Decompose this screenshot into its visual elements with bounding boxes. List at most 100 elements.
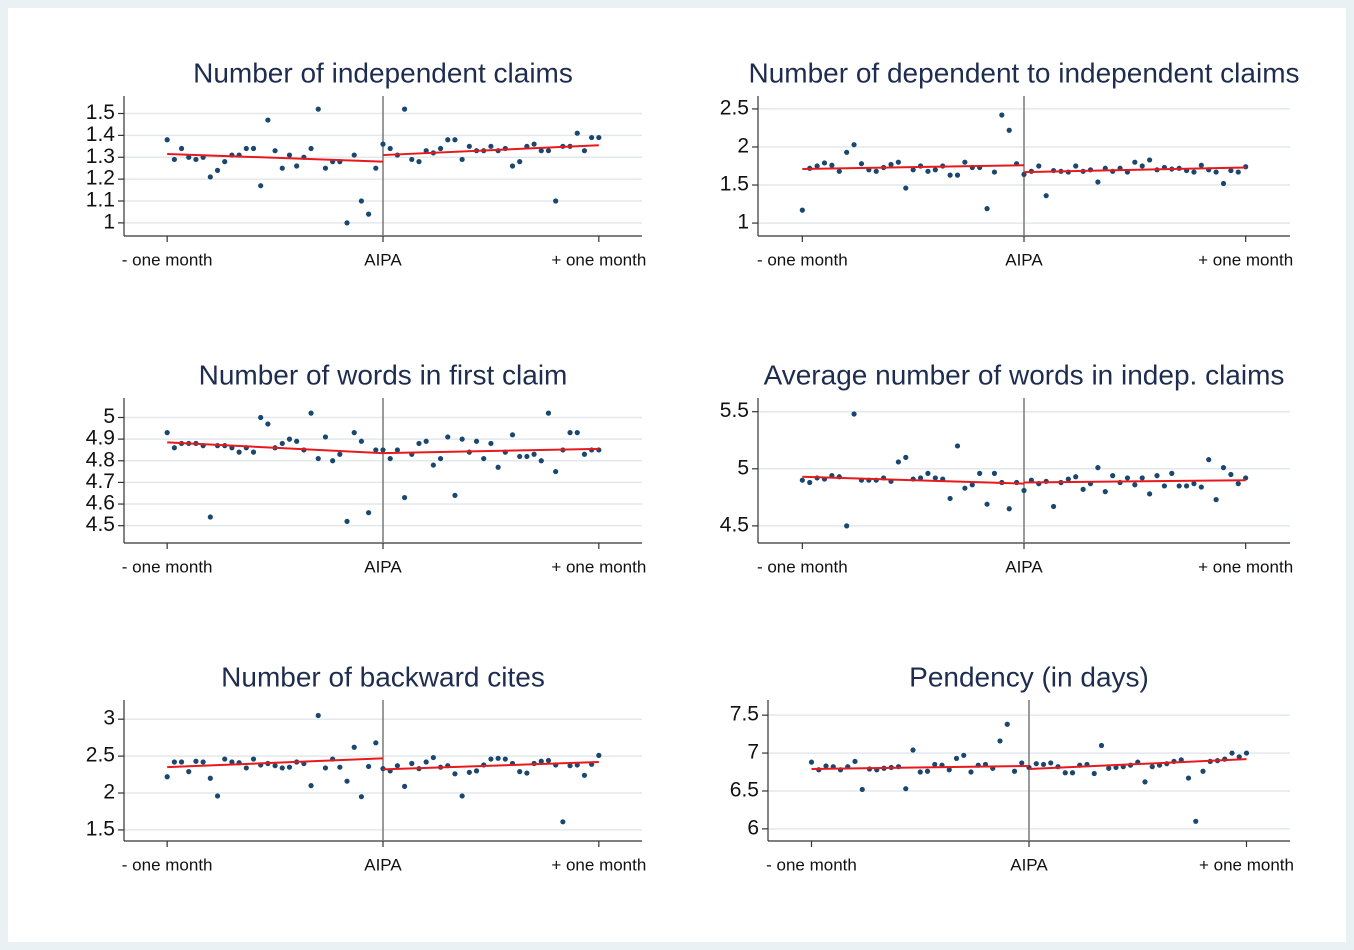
point [171, 156, 177, 163]
point [344, 220, 350, 226]
point [229, 759, 235, 765]
point [1235, 169, 1241, 175]
point [991, 470, 998, 476]
point [509, 432, 516, 438]
point [452, 771, 458, 777]
point [1149, 764, 1155, 770]
x-tick-label: + one month [551, 855, 646, 874]
point [373, 740, 379, 746]
point [947, 172, 953, 178]
point [1236, 754, 1242, 760]
y-tick-label: 4.5 [720, 513, 749, 536]
point [1004, 721, 1010, 727]
point [1124, 475, 1131, 481]
x-tick-label: AIPA [1005, 250, 1043, 269]
point [1161, 483, 1167, 489]
point [925, 470, 931, 476]
point [1110, 473, 1116, 479]
chart-title: Pendency (in days) [909, 661, 1149, 692]
point [531, 141, 537, 147]
y-tick-label: 1 [737, 211, 749, 234]
point [322, 165, 329, 171]
x-tick-label: + one month [1199, 855, 1294, 874]
point [917, 475, 924, 481]
point [799, 477, 805, 483]
point [1142, 779, 1148, 785]
point [200, 759, 206, 765]
point [1147, 491, 1153, 497]
y-tick-label: 1.4 [86, 123, 116, 146]
point [466, 769, 472, 775]
y-tick-label: 5 [103, 405, 115, 428]
point [351, 152, 357, 158]
point [286, 764, 293, 770]
x-tick-label: - one month [122, 557, 213, 576]
point [814, 163, 820, 169]
point [178, 145, 185, 152]
point [1198, 484, 1204, 490]
point [488, 143, 494, 149]
point [858, 161, 865, 167]
fit-line [802, 164, 1025, 171]
point [888, 161, 894, 168]
point [495, 464, 501, 470]
point [178, 759, 185, 765]
fit-line [382, 447, 599, 455]
point [873, 168, 879, 174]
point [1132, 482, 1138, 488]
point [1006, 506, 1012, 512]
point [581, 451, 588, 457]
point [250, 449, 257, 455]
point [401, 494, 408, 501]
point [1048, 760, 1054, 766]
point [517, 453, 523, 460]
chart-title: Average number of words in indep. claims [764, 359, 1285, 390]
point [1106, 765, 1112, 771]
point [954, 443, 961, 449]
point [1176, 483, 1182, 489]
point [545, 757, 552, 764]
point [423, 438, 429, 444]
point [193, 156, 199, 163]
chart-title: Number of dependent to independent claim… [748, 57, 1299, 88]
point [272, 763, 278, 769]
point [1193, 818, 1199, 824]
point [596, 752, 602, 758]
point [596, 134, 602, 141]
point [553, 468, 559, 475]
point [1073, 163, 1079, 169]
point [380, 141, 386, 147]
point [416, 440, 422, 447]
point [1095, 179, 1101, 185]
point [315, 712, 321, 719]
chart-title: Number of independent claims [193, 57, 573, 88]
point [222, 756, 228, 762]
y-tick-label: 4.5 [86, 513, 115, 536]
point [567, 430, 573, 436]
point [799, 207, 805, 213]
point [581, 772, 588, 778]
y-tick-label: 2.5 [720, 96, 749, 119]
point [207, 174, 213, 180]
point [1183, 483, 1190, 489]
point [344, 518, 350, 524]
y-tick-label: 4.6 [86, 492, 115, 515]
point [1091, 770, 1097, 777]
point [380, 447, 386, 453]
point [829, 162, 835, 168]
x-tick-label: + one month [551, 250, 646, 269]
point [294, 163, 300, 169]
point [1033, 761, 1039, 767]
point [1220, 180, 1227, 187]
y-tick-label: 2.5 [86, 744, 115, 767]
point [1185, 775, 1192, 781]
y-tick-label: 1.2 [86, 167, 115, 190]
point [517, 769, 523, 775]
point [999, 112, 1005, 118]
fit-line [1028, 758, 1247, 770]
y-tick-label: 7.5 [730, 703, 759, 726]
point [574, 430, 580, 436]
y-tick-label: 2 [737, 135, 749, 158]
y-tick-label: 4.7 [86, 470, 115, 493]
point [366, 211, 372, 217]
